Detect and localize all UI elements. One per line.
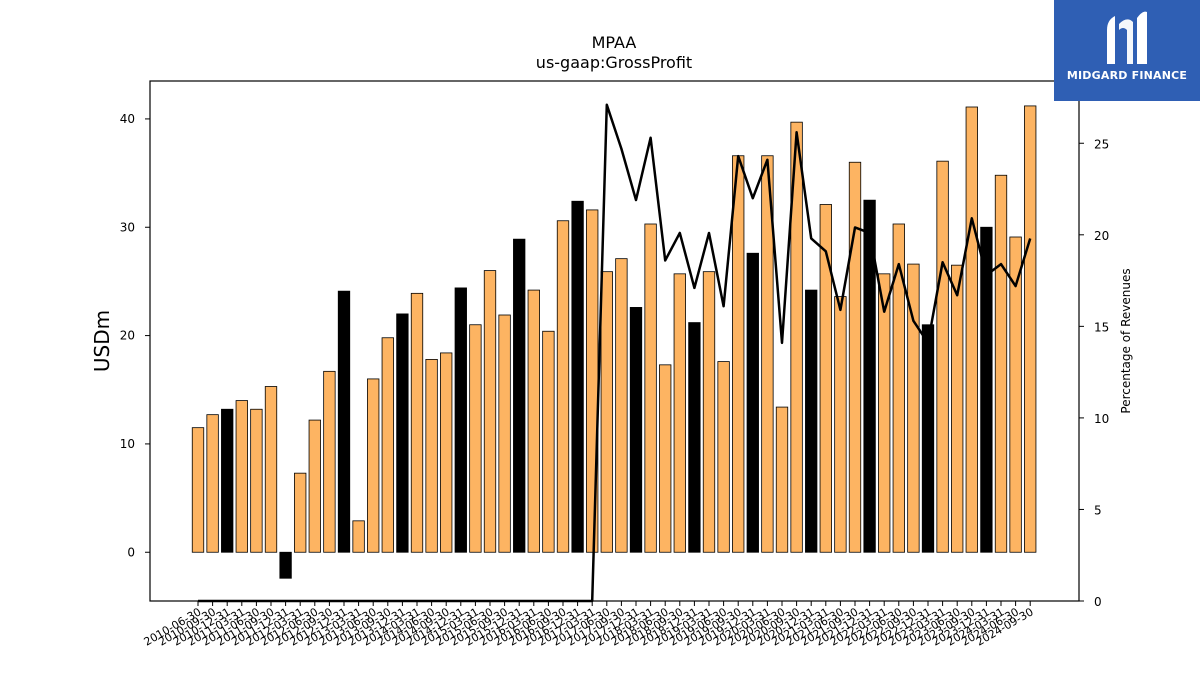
bar-2021-09-30 xyxy=(848,161,862,553)
bar-2024-06-30 xyxy=(1009,236,1022,553)
bar-2021-06-30 xyxy=(834,296,847,553)
chart-title: MPAA xyxy=(592,33,637,52)
bar-2023-03-31 xyxy=(936,160,949,553)
bar-2018-06-30 xyxy=(659,364,672,553)
bar-2024-03-31 xyxy=(994,174,1008,553)
y-axis-label: USDm xyxy=(90,310,114,372)
bar-2023-12-31 xyxy=(980,226,993,553)
bar-2020-12-31 xyxy=(805,289,818,553)
bar-2011-12-31 xyxy=(279,551,292,579)
bar-2021-12-31 xyxy=(863,199,876,553)
plot-frame xyxy=(149,80,1080,602)
bar-2016-06-30 xyxy=(542,330,555,553)
bar-2014-06-30 xyxy=(425,359,438,553)
bar-2011-03-31 xyxy=(235,400,248,553)
brand-logo: MIDGARD FINANCE xyxy=(1054,0,1200,101)
bar-2012-09-30 xyxy=(323,370,336,553)
y-tick-label-40: 40 xyxy=(120,112,135,126)
y-tick-label-0: 0 xyxy=(127,545,135,559)
bar-2015-12-31 xyxy=(513,238,526,553)
bar-2016-12-31 xyxy=(571,200,584,553)
y2-tick-label-25: 25 xyxy=(1094,137,1109,151)
y-tick-label-20: 20 xyxy=(120,329,135,343)
y2-tick-label-10: 10 xyxy=(1094,412,1109,426)
y2-tick-label-20: 20 xyxy=(1094,229,1109,243)
bar-2012-12-31 xyxy=(337,290,351,553)
bar-2020-09-30 xyxy=(790,121,803,553)
bar-2012-06-30 xyxy=(308,419,321,553)
bar-2022-06-30 xyxy=(892,223,905,553)
bar-2022-03-31 xyxy=(878,273,891,553)
bar-2013-06-30 xyxy=(367,378,380,553)
bar-2011-09-30 xyxy=(264,386,278,553)
bar-2017-12-31 xyxy=(629,307,643,553)
bar-2019-06-30 xyxy=(717,361,730,553)
bar-2010-06-30 xyxy=(191,427,205,553)
y-tick-label-10: 10 xyxy=(120,437,135,451)
bar-2015-09-30 xyxy=(498,314,511,553)
brand-name: MIDGARD FINANCE xyxy=(1066,69,1188,82)
bar-2018-12-31 xyxy=(688,322,701,553)
bar-2013-12-31 xyxy=(396,313,409,553)
bar-2014-09-30 xyxy=(440,352,453,553)
bar-2023-06-30 xyxy=(951,264,964,553)
bar-2011-06-30 xyxy=(250,408,263,553)
bar-2018-03-31 xyxy=(644,223,657,553)
y2-tick-label-5: 5 xyxy=(1094,503,1102,517)
bar-2013-09-30 xyxy=(381,337,394,553)
midgard-m-icon xyxy=(1107,11,1147,65)
bar-2014-03-31 xyxy=(410,292,424,553)
chart-subtitle: us-gaap:GrossProfit xyxy=(536,53,692,72)
bar-2016-03-31 xyxy=(527,289,540,553)
bar-2018-09-30 xyxy=(673,273,686,553)
bar-2010-12-31 xyxy=(221,408,234,553)
y2-tick-label-0: 0 xyxy=(1094,595,1102,609)
y2-tick-label-15: 15 xyxy=(1094,320,1109,334)
bar-2010-09-30 xyxy=(206,414,219,553)
bar-2020-06-30 xyxy=(775,406,789,553)
bar-2017-06-30 xyxy=(600,271,613,553)
bar-2015-06-30 xyxy=(483,270,497,553)
bar-2019-12-31 xyxy=(746,252,759,553)
bar-2015-03-31 xyxy=(469,324,482,553)
bar-2022-09-30 xyxy=(907,263,920,553)
y2-axis-label: Percentage of Revenues xyxy=(1119,268,1133,413)
bar-2017-09-30 xyxy=(615,258,628,553)
bar-2014-12-31 xyxy=(454,287,467,553)
bar-2013-03-31 xyxy=(352,520,365,553)
bar-2020-03-31 xyxy=(761,155,774,553)
bar-2022-12-31 xyxy=(921,324,935,553)
bar-2012-03-31 xyxy=(294,472,307,553)
bar-2024-09-30 xyxy=(1024,105,1037,553)
bar-2019-03-31 xyxy=(702,271,716,553)
bar-2019-09-30 xyxy=(732,155,745,553)
bar-2016-09-30 xyxy=(556,220,570,553)
percentage-line xyxy=(198,103,1032,603)
y-tick-label-30: 30 xyxy=(120,220,135,234)
bar-2021-03-31 xyxy=(819,204,832,553)
bar-2023-09-30 xyxy=(965,106,978,553)
